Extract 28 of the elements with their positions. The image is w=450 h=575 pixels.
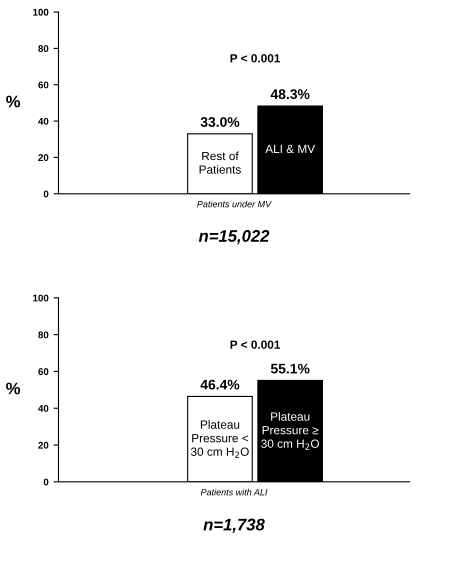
y-tick-label: 0	[44, 478, 48, 486]
x-tick-label: Rest of Patients	[200, 152, 241, 174]
y-tick-label: 60	[38, 81, 48, 88]
data-label: 48.3%	[270, 89, 310, 100]
y-tick-label: 80	[38, 331, 48, 338]
x-tick-label: Plateau Pressure ≥ 30 cm H$_{2}$O	[261, 412, 319, 450]
data-label: 55.1%	[270, 364, 310, 374]
y-tick-label: 40	[38, 404, 48, 412]
y-tick-label: 100	[33, 294, 48, 302]
y-axis-title: %	[6, 96, 20, 108]
y-tick-label: 0	[44, 190, 48, 198]
x-tick-label: ALI & MV	[265, 144, 316, 154]
x-axis-title: Patients under MV	[197, 200, 272, 208]
y-axis-title: %	[6, 382, 20, 394]
y-tick-label: 20	[38, 154, 48, 162]
text: n=15,022	[198, 230, 270, 244]
annotation: P < 0.001	[230, 54, 280, 62]
data-label: 33.0%	[200, 117, 240, 127]
x-axis-title: Patients with ALI	[200, 488, 268, 496]
y-tick-label: 80	[38, 45, 48, 52]
y-tick-label: 40	[38, 118, 48, 125]
data-label: 46.4%	[200, 380, 240, 390]
y-tick-label: 20	[38, 442, 48, 449]
x-tick-label: Plateau Pressure < 30 cm H$_{2}$O	[190, 420, 249, 458]
y-tick-label: 60	[38, 368, 48, 376]
annotation: P < 0.001	[230, 340, 280, 349]
text: n=1,738	[203, 518, 265, 533]
y-tick-label: 100	[33, 8, 48, 16]
